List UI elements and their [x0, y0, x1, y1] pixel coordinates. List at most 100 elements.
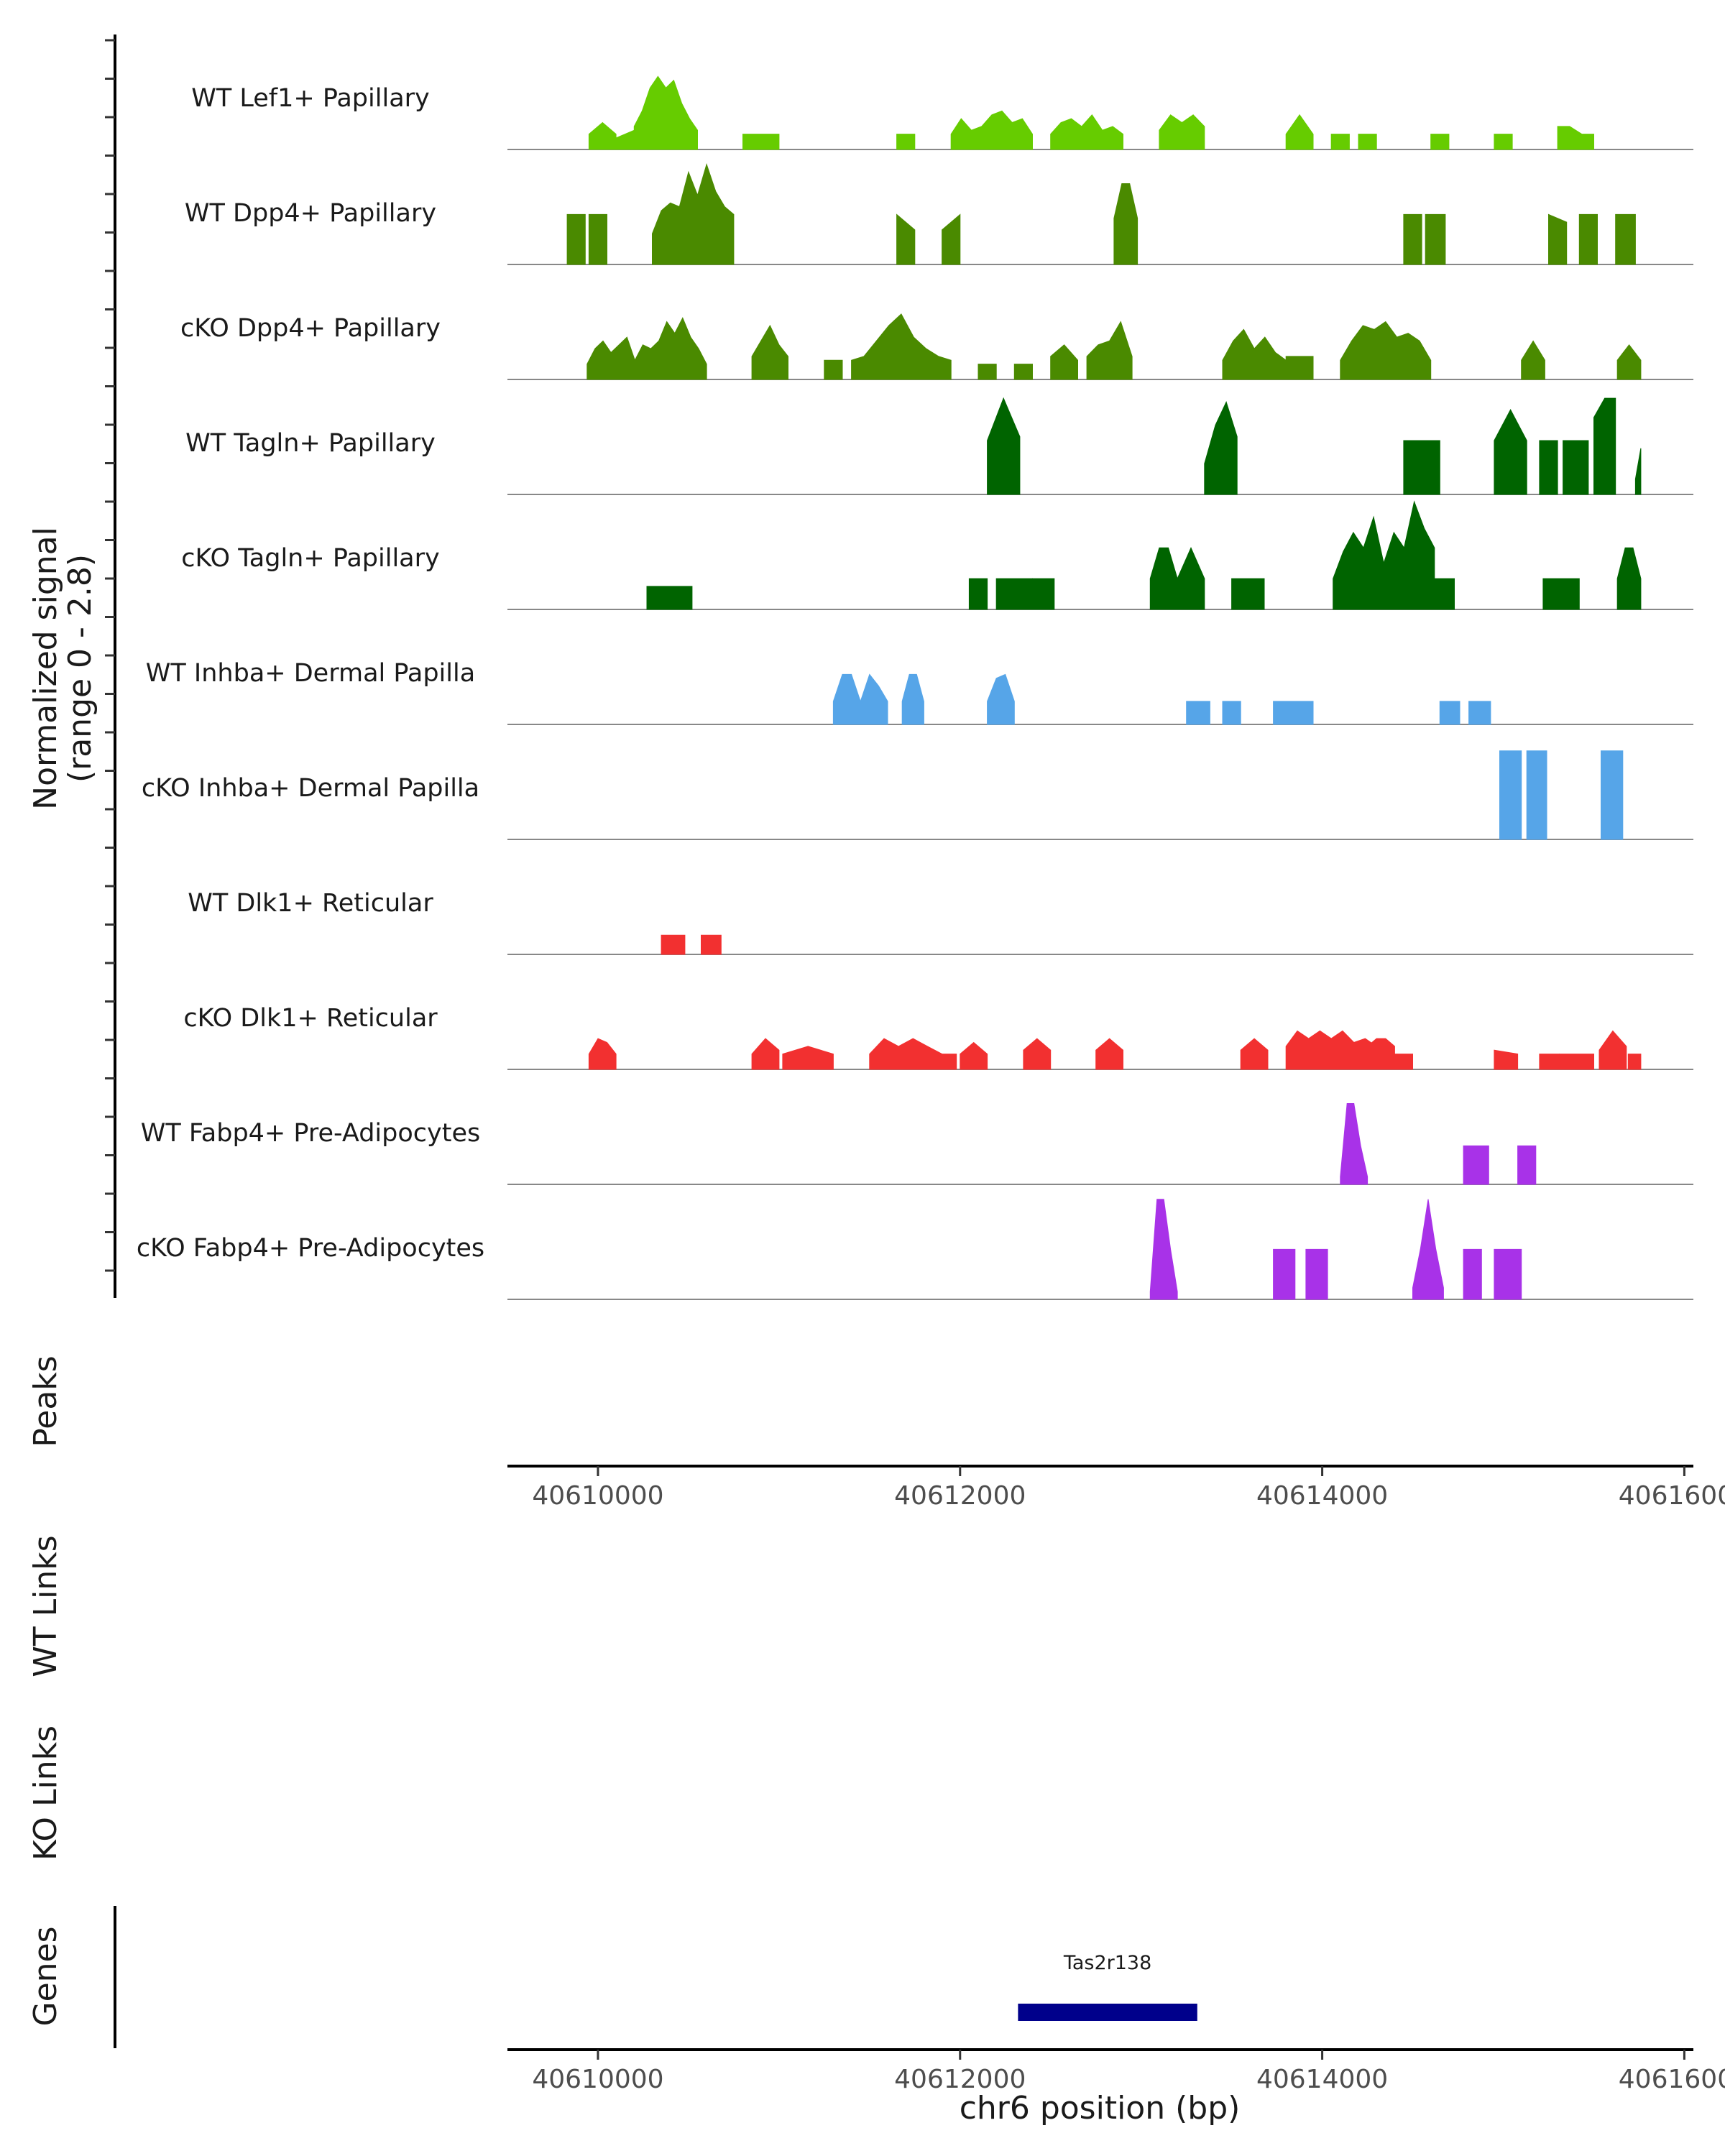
coverage-area [1539, 1054, 1560, 1070]
coverage-area [1023, 1038, 1052, 1070]
track-9: cKO Dlk1+ Reticular [183, 1004, 1693, 1070]
coverage-area [1305, 1248, 1328, 1300]
track-label: cKO Dpp4+ Papillary [180, 314, 441, 343]
coverage-area [1222, 701, 1241, 725]
coverage-area [1095, 1038, 1123, 1070]
coverage-area [942, 213, 961, 265]
coverage-area [1615, 213, 1636, 265]
track-label: WT Lef1+ Papillary [191, 84, 430, 113]
coverage-area [588, 121, 617, 150]
coverage-area [987, 673, 1015, 725]
track-label: WT Inhba+ Dermal Papilla [146, 659, 475, 688]
coverage-area [1358, 134, 1377, 150]
genes-panel-title: Genes [27, 1926, 64, 2026]
coverage-area [1542, 578, 1580, 610]
coverage-area [1468, 701, 1491, 725]
coverage-area [1559, 1054, 1594, 1070]
coverage-area [1367, 1038, 1395, 1070]
coverage-area [901, 673, 924, 725]
y-axis-title-line1: Normalized signal [27, 527, 64, 810]
x-axis-title: chr6 position (bp) [960, 2090, 1241, 2127]
coverage-area [1412, 1199, 1444, 1300]
track-label: WT Dpp4+ Papillary [185, 199, 436, 228]
track-8: WT Dlk1+ Reticular [188, 889, 1693, 955]
x-tick-label: 40616000 [1619, 2065, 1725, 2094]
coverage-area [1494, 409, 1527, 495]
gene-label: Tas2r138 [1063, 1952, 1151, 1974]
track-label: WT Fabp4+ Pre-Adipocytes [141, 1119, 480, 1148]
coverage-area [1598, 1030, 1627, 1070]
ko-links-panel-title: KO Links [27, 1726, 64, 1861]
coverage-area [751, 324, 788, 380]
track-10: WT Fabp4+ Pre-Adipocytes [141, 1103, 1693, 1185]
coverage-area [586, 317, 707, 380]
coverage-area [1517, 1145, 1537, 1185]
coverage-area [896, 134, 916, 150]
coverage-area [566, 213, 586, 265]
x-tick-label: 40610000 [532, 2065, 663, 2094]
coverage-area [960, 1041, 988, 1070]
coverage-area [1634, 448, 1642, 495]
track-label: WT Tagln+ Papillary [185, 429, 436, 458]
coverage-area [978, 364, 997, 380]
coverage-area [1499, 750, 1522, 840]
coverage-area [1557, 126, 1594, 150]
coverage-area [1439, 701, 1460, 725]
coverage-area [1539, 440, 1558, 495]
coverage-area [987, 397, 1021, 495]
x-tick-label: 40610000 [532, 1481, 663, 1511]
coverage-area [1616, 344, 1642, 380]
track-label: cKO Tagln+ Papillary [181, 544, 440, 573]
x-tick-label: 40614000 [1256, 1481, 1388, 1511]
coverage-area [1222, 328, 1287, 380]
coverage-area [1463, 1145, 1489, 1185]
coverage-y-ticks [105, 39, 115, 1272]
track-5: cKO Tagln+ Papillary [181, 500, 1693, 610]
track-label: cKO Fabp4+ Pre-Adipocytes [137, 1234, 484, 1263]
coverage-area [1186, 701, 1210, 725]
coverage-area [1403, 213, 1422, 265]
coverage-area [824, 359, 843, 380]
coverage-area [1231, 578, 1265, 610]
coverage-area [995, 578, 1033, 610]
coverage-area [896, 213, 916, 265]
coverage-area [1113, 183, 1138, 265]
coverage-area [1177, 547, 1205, 610]
x-tick-label: 40614000 [1256, 2065, 1388, 2094]
coverage-area [1285, 114, 1314, 150]
coverage-area [1563, 440, 1589, 495]
coverage-area [1050, 344, 1078, 380]
coverage-area [1273, 1248, 1296, 1300]
track-11: cKO Fabp4+ Pre-Adipocytes [137, 1199, 1693, 1300]
peaks-panel-title: Peaks [27, 1355, 64, 1447]
coverage-area [832, 673, 861, 725]
coverage-area [1013, 364, 1033, 380]
track-3: cKO Dpp4+ Papillary [180, 313, 1693, 380]
coverage-area [1526, 750, 1547, 840]
coverage-area [1521, 340, 1545, 380]
wt-links-panel-title: WT Links [27, 1535, 64, 1677]
coverage-area [1494, 134, 1513, 150]
gene-body [1018, 2004, 1197, 2021]
coverage-area [1340, 321, 1432, 380]
coverage-area [661, 934, 686, 955]
genes-x-ticks: 40610000 40612000 40614000 40616000 [532, 2050, 1725, 2094]
peaks-x-ticks: 40610000 40612000 40614000 40616000 [532, 1466, 1725, 1511]
coverage-area [1086, 321, 1133, 380]
coverage-area [1601, 750, 1624, 840]
coverage-area [1285, 1030, 1377, 1070]
y-axis-title-line2: (range 0 - 2.8) [62, 554, 98, 783]
coverage-area [1403, 440, 1440, 495]
coverage-area [615, 129, 635, 150]
coverage-area [1548, 213, 1568, 265]
coverage-area [1578, 213, 1598, 265]
coverage-area [1616, 547, 1642, 610]
coverage-area [751, 1038, 780, 1070]
coverage-area [1340, 1103, 1368, 1185]
track-label: WT Dlk1+ Reticular [188, 889, 433, 918]
coverage-area [782, 1046, 834, 1070]
coverage-area [701, 934, 722, 955]
coverage-area [1204, 401, 1238, 495]
